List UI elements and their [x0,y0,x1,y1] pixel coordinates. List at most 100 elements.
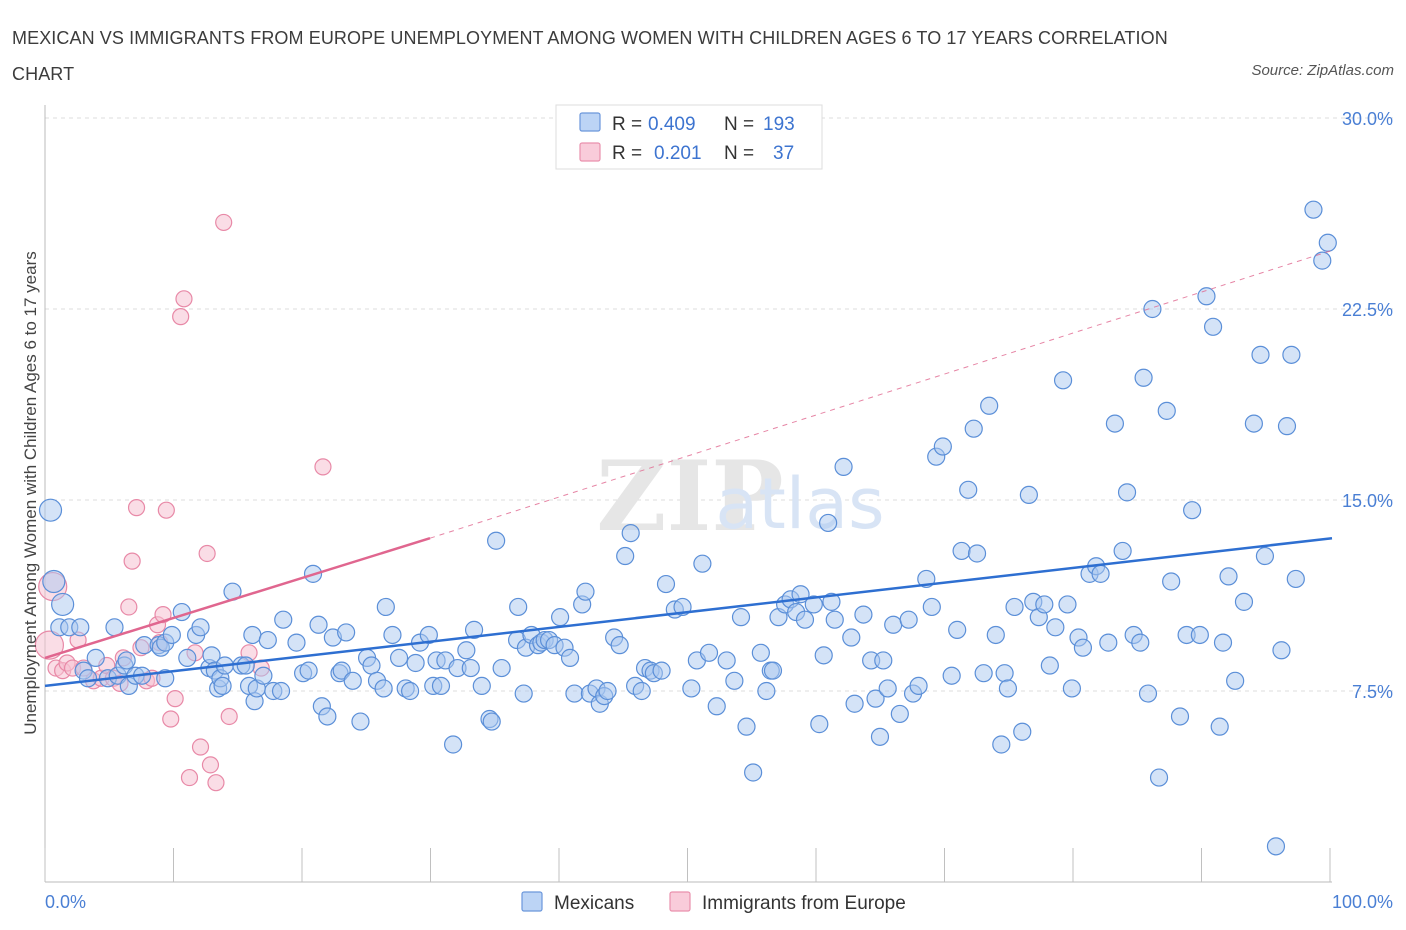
series-mexicans [38,200,1337,856]
mexicans-point [959,480,978,499]
europe-point [166,690,184,708]
mexicans-point [874,651,893,670]
series-legend: Mexicans Immigrants from Europe [521,891,906,914]
mexicans-point [866,689,885,708]
mexicans-point [1234,592,1254,611]
mexicans-point [156,669,175,688]
mexicans-point [51,592,75,617]
mexicans-point [487,531,506,550]
mexicans-point [974,664,993,683]
mexicans-point [1313,251,1332,270]
europe-point [34,630,65,660]
mexicans-point [309,615,328,634]
mexicans-point [878,679,897,698]
y-tick-label-2: 22.5% [1342,300,1393,320]
mexicans-point [909,676,928,696]
mexicans-point [117,651,136,670]
mexicans-point [1062,679,1081,698]
mexicans-point [560,648,580,667]
europe-point [127,499,146,517]
mexicans-point [1170,707,1190,726]
mexicans-point [1143,299,1162,319]
mexicans-point [406,653,425,673]
mexicans-point [804,595,823,614]
mexicans-point [1019,485,1038,505]
x-tick-label-max: 100.0% [1332,892,1393,912]
mexicans-point [464,620,484,639]
mexicans-point [1226,671,1245,690]
mexicans-point [461,658,480,678]
europe-trend-line-extension [429,249,1333,539]
mexicans-point [1035,595,1054,614]
mexicans-point [492,658,511,678]
mexicans-point [236,656,255,675]
mexicans-trend-line [44,536,1333,688]
mexicans-point [400,681,420,701]
mexicans-point [682,679,701,698]
mexicans-point [374,679,393,698]
europe-point [123,552,141,570]
mexicans-point [1113,541,1132,561]
mexicans-point [884,615,903,634]
mexicans-point [598,681,617,701]
chart-source: Source: ZipAtlas.com [1251,62,1394,79]
mexicans-point [1058,595,1077,614]
mexicans-point [1213,633,1233,652]
mexicans-point [389,648,409,667]
mexicans-point [71,618,90,637]
legend-swatch-mexicans [579,112,601,132]
mexicans-point [1162,572,1181,591]
mexicans-point [178,648,197,667]
mexicans-point [1091,564,1110,583]
mexicans-point [383,625,402,645]
mexicans-point [1040,656,1059,675]
europe-point [157,501,175,519]
mexicans-point [576,582,595,601]
mexicans-point [1138,684,1158,703]
legend-r-label-2: R = [612,143,642,164]
mexicans-point [899,610,918,629]
mexicans-point [482,712,501,731]
mexicans-point [1099,633,1118,652]
mexicans-point [1134,368,1153,387]
mexicans-point [258,630,277,650]
europe-point [175,290,193,308]
y-tick-label-3: 30.0% [1342,109,1393,129]
legend-r-value-2: 0.201 [654,143,702,164]
mexicans-point [744,763,763,782]
legend-r-value-1: 0.409 [648,114,696,135]
mexicans-point [842,628,861,647]
mexicans-point [814,646,833,665]
mexicans-point [42,569,66,594]
mexicans-point [1255,546,1275,566]
mexicans-point [431,676,451,696]
mexicans-point [1053,371,1073,390]
mexicans-point [1282,345,1301,364]
mexicans-point [343,671,362,690]
bottom-legend-label-europe: Immigrants from Europe [702,893,906,914]
mexicans-point [948,620,967,639]
mexicans-point [419,625,438,645]
bottom-legend-swatch-europe [669,891,691,912]
mexicans-point [254,666,273,685]
mexicans-point [707,697,726,716]
mexicans-point [870,727,890,746]
mexicans-point [457,641,476,660]
mexicans-point [1105,414,1125,433]
y-tick-labels: 7.5% 15.0% 22.5% 30.0% [1342,109,1393,702]
mexicans-point [616,546,635,566]
mexicans-point [1131,633,1150,652]
mexicans-point [845,694,864,713]
mexicans-point [509,597,528,617]
mexicans-point [162,625,181,645]
mexicans-point [952,541,971,561]
mexicans-point [751,643,770,662]
legend-n-label-1: N = [724,114,754,135]
series-immigrants-from-europe [34,213,332,792]
chart-title: MEXICAN VS IMMIGRANTS FROM EUROPE UNEMPL… [12,28,1168,84]
mexicans-point [1183,501,1202,520]
mexicans-point [922,597,941,617]
europe-trend-line [44,537,431,660]
europe-point [172,308,190,326]
